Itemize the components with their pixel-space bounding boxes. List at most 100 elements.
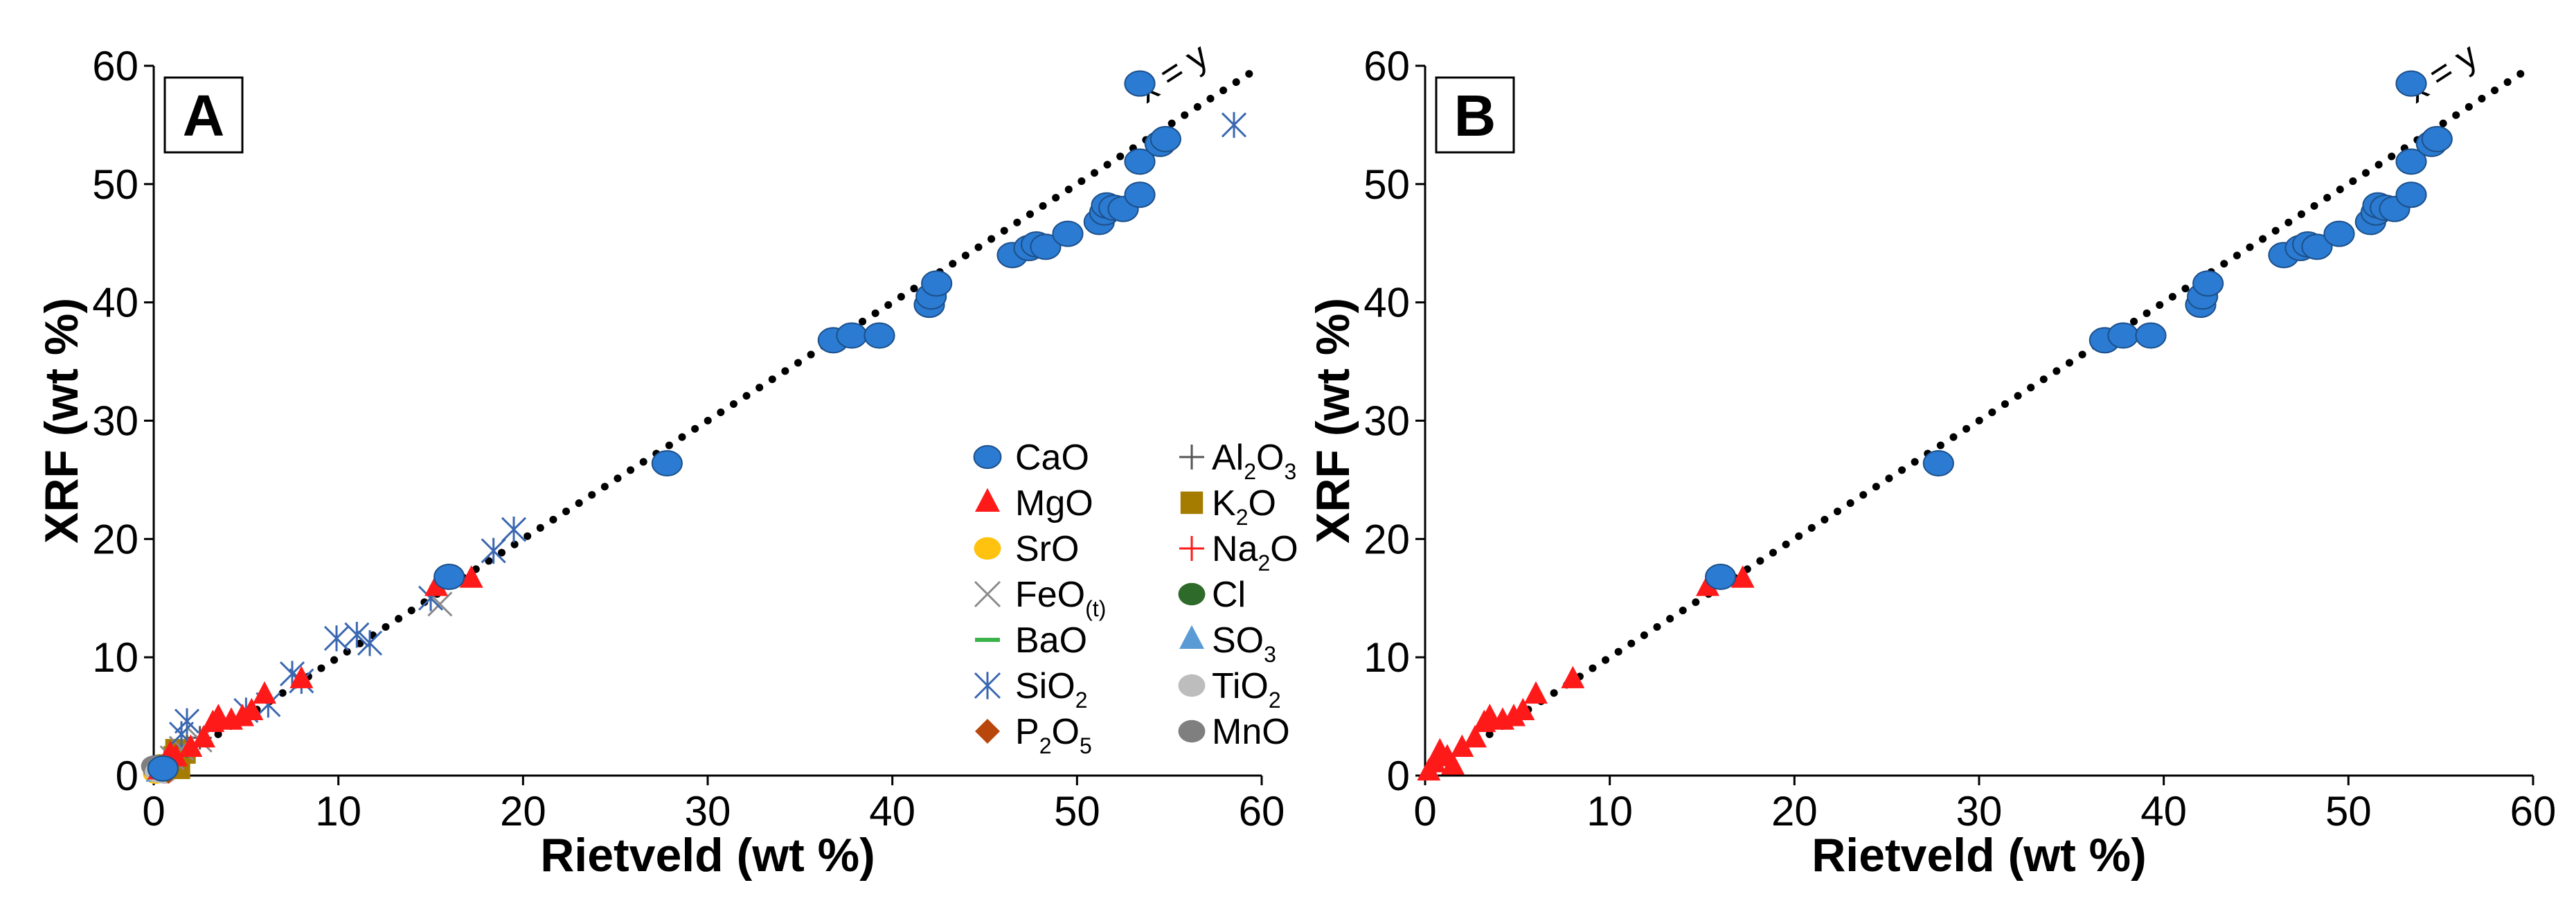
y-tick-label: 50: [1363, 161, 1410, 208]
data-point-cao: [147, 755, 179, 782]
data-point-cao: [1124, 181, 1156, 208]
legend-label: Al2O3: [1212, 438, 1296, 484]
data-point-mgo: [289, 665, 314, 688]
data-point-mgo: [206, 704, 231, 726]
legend-item-tio2: TiO2: [1178, 666, 1281, 713]
legend-item-al2o3: Al2O3: [1179, 438, 1296, 484]
legend-marker: [1180, 491, 1204, 515]
legend-marker: [973, 445, 1002, 470]
x-tick-label: 50: [1054, 788, 1100, 834]
legend-item-cl: Cl: [1178, 575, 1246, 615]
x-tick-label: 20: [500, 788, 546, 834]
data-point-mgo: [179, 734, 203, 757]
panel-letter-box: [1435, 76, 1515, 154]
legend-label: FeO(t): [1015, 575, 1106, 621]
x-tick-label: 0: [1413, 788, 1436, 834]
data-point-mgo: [459, 565, 483, 588]
data-point-cao: [2395, 70, 2427, 97]
data-point-cao: [433, 564, 465, 590]
legend-item-sio2: SiO2: [974, 666, 1087, 713]
legend-marker: [1178, 719, 1206, 743]
y-tick-label: 40: [1363, 280, 1410, 326]
legend-marker: [974, 672, 1001, 699]
data-point-cao: [864, 322, 895, 349]
series-cao: [1705, 70, 2453, 590]
data-point-mgo: [1730, 565, 1755, 588]
data-point-cao: [2107, 322, 2139, 349]
data-point-cao: [2135, 322, 2167, 349]
data-point-mgo: [192, 725, 215, 748]
x-tick-label: 40: [869, 788, 915, 834]
y-tick-label: 60: [1363, 43, 1410, 89]
legend-label: P2O5: [1015, 712, 1092, 758]
panel-letter: A: [183, 83, 225, 148]
data-point-cao: [2395, 148, 2427, 175]
legend-label: BaO: [1015, 620, 1087, 661]
panel-letter-box: [163, 76, 244, 154]
x-tick-label: 20: [1771, 788, 1818, 834]
data-point-sio2: [501, 516, 527, 543]
data-point-cao: [1030, 233, 1062, 260]
data-point-mgo: [1478, 704, 1502, 726]
legend-marker: [1179, 445, 1204, 470]
data-point-cao: [1922, 450, 1954, 476]
data-point-sio2: [357, 629, 383, 656]
data-point-mgo: [1422, 749, 1447, 773]
data-point-sio2: [481, 537, 506, 564]
data-point-mgo: [424, 573, 448, 596]
x-tick-label: 10: [315, 788, 361, 834]
data-point-cao: [2192, 270, 2224, 297]
data-point-mgo: [1450, 734, 1474, 757]
x-tick-label: 60: [1239, 788, 1285, 834]
legend-label: SrO: [1015, 529, 1079, 569]
data-point-mgo: [240, 697, 264, 721]
legend-marker: [1178, 582, 1206, 606]
data-point-mgo: [1441, 752, 1465, 775]
data-point-cao: [2395, 181, 2427, 208]
legend-label: Na2O: [1212, 529, 1298, 575]
legend-item-feo-t: FeO(t): [974, 575, 1106, 621]
data-point-sio2: [344, 622, 370, 648]
data-point-cao: [2301, 233, 2333, 260]
series-cao: [147, 70, 1181, 782]
y-tick-label: 20: [92, 516, 138, 562]
x-axis-title: Rietveld (wt %): [540, 829, 875, 882]
x-axis-title: Rietveld (wt %): [1812, 829, 2147, 882]
legend-label: Cl: [1212, 575, 1246, 615]
legend-marker: [1179, 625, 1204, 649]
legend-marker: [1179, 536, 1204, 561]
data-point-cao: [836, 322, 868, 349]
data-point-cao: [651, 450, 683, 476]
y-tick-label: 30: [1363, 398, 1410, 445]
legend-label: SO3: [1212, 620, 1276, 667]
x-equals-y-line: [1421, 62, 2537, 780]
y-tick-label: 0: [116, 753, 138, 799]
legend-item-bao: BaO: [975, 620, 1087, 661]
legend-label: CaO: [1015, 438, 1089, 478]
legend-marker: [974, 537, 1001, 560]
data-point-cao: [1124, 70, 1156, 97]
data-point-mgo: [1561, 665, 1585, 688]
x-tick-label: 0: [142, 788, 165, 834]
data-point-sio2: [323, 625, 350, 652]
data-point-cao: [921, 270, 953, 297]
legend-marker: [975, 488, 1000, 512]
data-point-sio2: [174, 708, 200, 735]
data-point-sio2: [1221, 111, 1247, 138]
legend-item-na2o: Na2O: [1179, 529, 1298, 575]
series-mgo: [1417, 565, 1755, 781]
legend-item-so3: SO3: [1179, 620, 1276, 667]
legend-item-k2o: K2O: [1180, 483, 1276, 530]
data-point-mgo: [1463, 725, 1487, 748]
legend-item-sro: SrO: [974, 529, 1079, 569]
panel-letter: B: [1454, 83, 1496, 148]
y-tick-label: 50: [92, 161, 138, 208]
data-point-cao: [1124, 148, 1156, 175]
data-point-cao: [2323, 220, 2355, 247]
data-point-mgo: [1502, 704, 1526, 726]
legend-marker: [974, 580, 1001, 608]
data-point-cao: [1705, 564, 1737, 590]
x-tick-label: 30: [685, 788, 731, 834]
y-tick-label: 30: [92, 398, 138, 445]
